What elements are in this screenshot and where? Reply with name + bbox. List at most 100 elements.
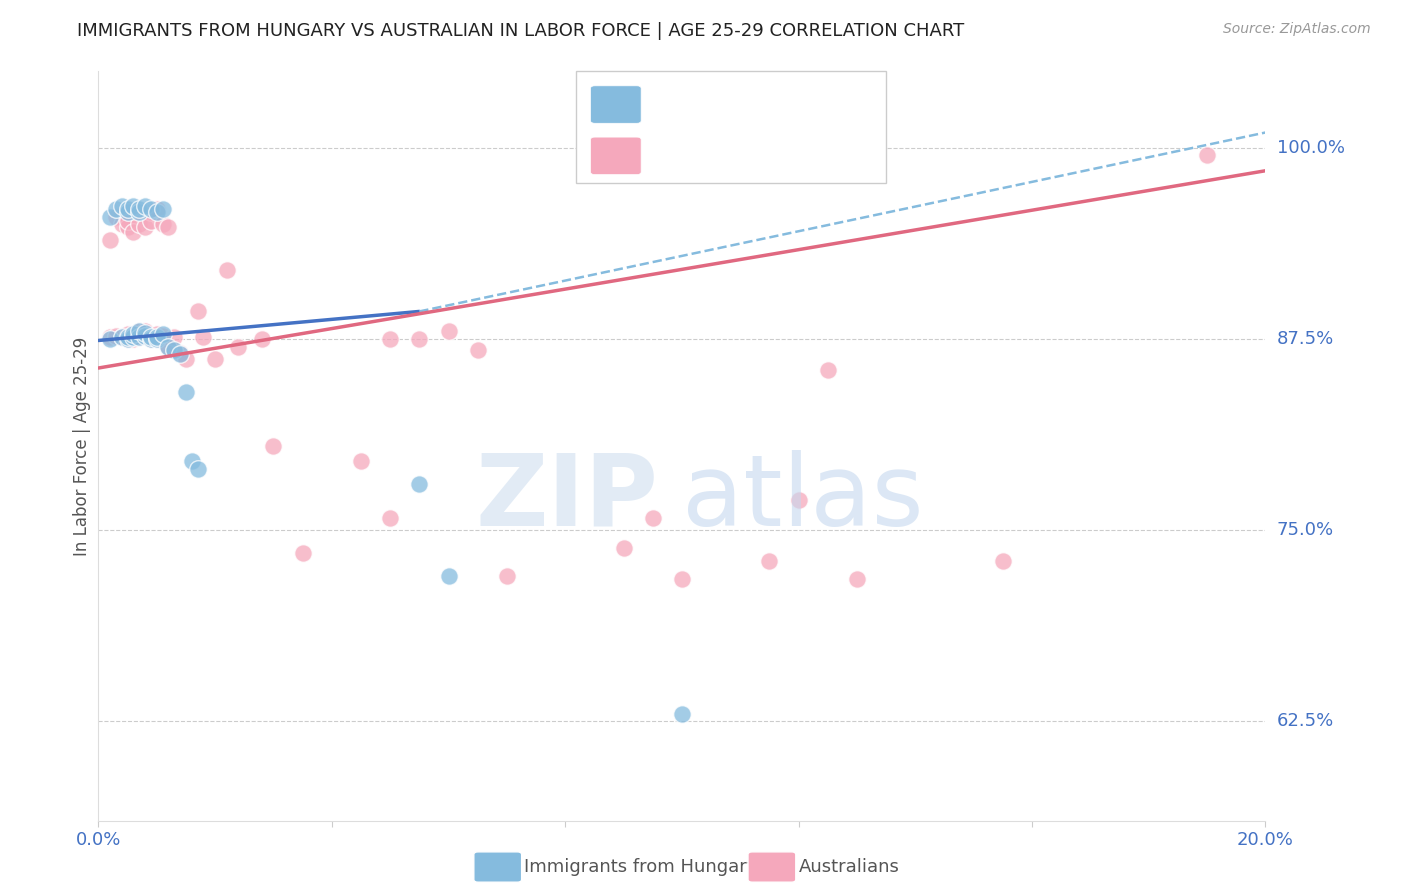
Point [671,572,693,586]
Text: 75.0%: 75.0% [1277,521,1334,539]
Point [128,324,150,338]
Point [128,205,150,219]
Point [111,330,134,344]
Point [380,511,402,525]
Point [139,332,162,346]
Point [104,210,127,224]
Text: Immigrants from Hungary: Immigrants from Hungary [524,858,758,876]
Point [146,327,169,342]
Point [117,220,139,235]
Text: 0.194: 0.194 [676,146,738,165]
Point [117,327,139,342]
Point [146,202,169,216]
Point [98,233,121,247]
Y-axis label: In Labor Force | Age 25-29: In Labor Force | Age 25-29 [73,336,91,556]
Point [152,329,174,343]
Text: 100.0%: 100.0% [1277,139,1344,157]
Point [174,351,197,366]
Point [174,385,197,400]
Point [193,330,215,344]
Point [1195,148,1218,162]
Point [104,202,127,216]
Text: 62.5%: 62.5% [1277,712,1334,731]
Text: R =: R = [645,146,688,165]
Point [787,492,810,507]
Point [437,324,460,338]
Point [250,332,273,346]
Point [128,324,150,338]
Point [104,329,127,343]
Point [146,332,169,346]
Point [111,199,134,213]
Point [350,454,373,468]
Point [163,343,186,357]
Point [98,210,121,224]
Text: Australians: Australians [799,858,900,876]
Point [134,220,156,235]
Point [139,202,162,216]
Point [671,706,693,721]
Point [98,330,121,344]
Point [262,439,284,453]
Point [122,330,145,344]
Point [467,343,489,357]
Point [111,330,134,344]
Point [169,347,191,361]
Text: 87.5%: 87.5% [1277,330,1334,348]
Point [152,217,174,231]
Point [134,329,156,343]
Point [134,199,156,213]
Point [204,351,226,366]
Point [152,202,174,216]
Point [139,330,162,344]
Point [128,330,150,344]
Point [117,330,139,344]
Point [163,330,186,344]
Point [128,205,150,219]
Point [139,214,162,228]
Point [122,327,145,342]
Point [758,554,780,568]
Point [408,332,430,346]
Point [128,217,150,231]
Point [152,327,174,342]
Point [146,330,169,344]
Point [817,362,839,376]
Text: N =: N = [728,146,790,165]
Text: IMMIGRANTS FROM HUNGARY VS AUSTRALIAN IN LABOR FORCE | AGE 25-29 CORRELATION CHA: IMMIGRANTS FROM HUNGARY VS AUSTRALIAN IN… [77,22,965,40]
Point [169,345,191,359]
Text: Source: ZipAtlas.com: Source: ZipAtlas.com [1223,22,1371,37]
Point [437,569,460,583]
Point [157,220,180,235]
Point [846,572,869,586]
Point [228,340,250,354]
Point [128,202,150,216]
Point [215,263,238,277]
Text: 24: 24 [770,95,797,114]
Point [496,569,519,583]
Point [163,343,186,357]
Point [117,332,139,346]
Point [612,541,634,556]
Text: N =: N = [728,95,790,114]
Text: R =: R = [645,95,688,114]
Point [122,332,145,346]
Point [157,340,180,354]
Point [117,214,139,228]
Point [187,304,209,318]
Point [117,202,139,216]
Point [139,205,162,219]
Point [408,477,430,491]
Point [139,332,162,346]
Point [98,332,121,346]
Point [128,330,150,344]
Point [117,205,139,219]
Point [291,546,314,560]
Point [134,326,156,340]
Point [111,217,134,231]
Point [122,225,145,239]
Point [187,462,209,476]
Point [641,511,664,525]
Point [146,332,169,346]
Text: 54: 54 [770,146,797,165]
